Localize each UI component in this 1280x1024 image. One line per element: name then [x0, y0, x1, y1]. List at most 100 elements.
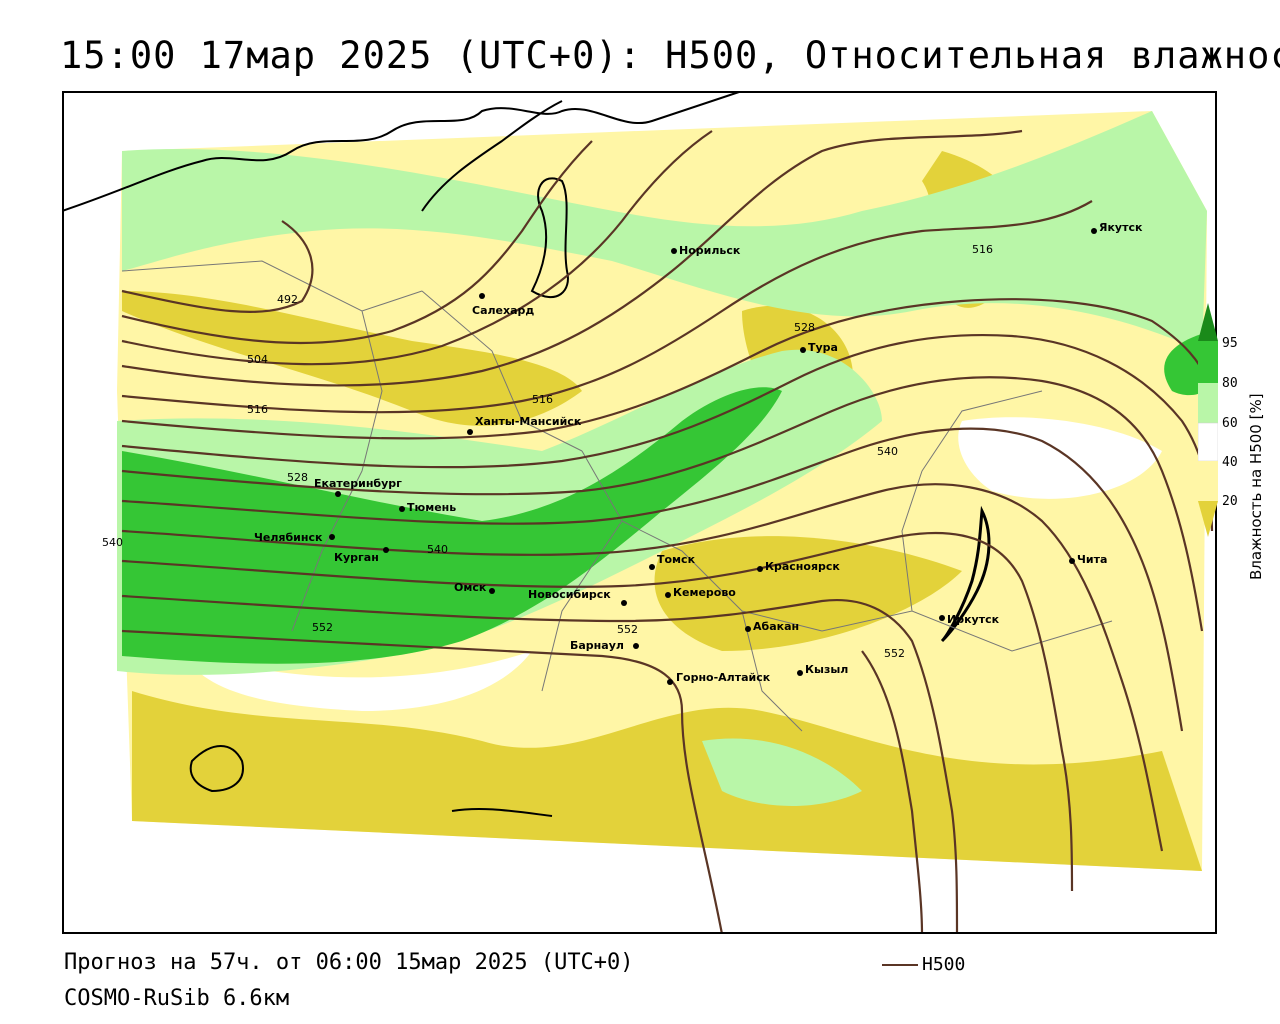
moist-zone-north: [122, 111, 1207, 351]
city-label-salekhard: Салехард: [472, 304, 534, 317]
contour-label: 552: [617, 623, 638, 636]
caspian-like-lake: [189, 745, 244, 793]
isoline-labels: 492 504 516 516 516 528 528 540 540 540 …: [102, 243, 993, 660]
h500-isolines: [121, 129, 1214, 934]
city-dot-kemerovo: [665, 592, 671, 598]
contour-label: 552: [312, 621, 333, 634]
neutral-zone-east: [958, 417, 1162, 499]
city-label-kurgan: Курган: [334, 551, 379, 564]
dry-zone-mid: [654, 536, 962, 651]
colorbar-tick-80: 80: [1222, 376, 1238, 391]
colorbar-tick-60: 60: [1222, 416, 1238, 431]
city-label-novosibirsk: Новосибирск: [528, 588, 611, 601]
city-dot-kyzyl: [797, 670, 803, 676]
city-dot-novosibirsk: [621, 600, 627, 606]
h500-legend-line: [882, 963, 918, 966]
isoline-564: [861, 650, 924, 934]
wet-zone-band: [122, 387, 782, 664]
isoline-522: [121, 298, 1214, 440]
colorbar-60-80: [1198, 383, 1218, 423]
city-label-khanty-mansiysk: Ханты-Мансийск: [475, 415, 582, 428]
city-dot-yakutsk: [1091, 228, 1097, 234]
city-dot-khanty-mansiysk: [467, 429, 473, 435]
novaya-zemlya: [421, 100, 563, 212]
h500-legend: H500: [882, 954, 965, 975]
map-frame: [62, 91, 1217, 934]
colorbar-20-40: [1198, 461, 1218, 501]
coastline: [62, 91, 743, 212]
city-dot-chelyabinsk: [329, 534, 335, 540]
city-label-krasnoyarsk: Красноярск: [765, 560, 840, 573]
city-dot-tyumen: [399, 506, 405, 512]
city-label-kemerovo: Кемерово: [673, 586, 736, 599]
city-label-gorno-altaysk: Горно-Алтайск: [676, 671, 771, 684]
forecast-info: Прогноз на 57ч. от 06:00 15мар 2025 (UTC…: [64, 950, 634, 975]
weather-map: 492 504 516 516 516 528 528 540 540 540 …: [62, 91, 1217, 934]
moist-zone-south: [702, 738, 862, 806]
contour-label: 504: [247, 353, 268, 366]
isoline-546: [121, 483, 1164, 852]
colorbar-top-triangle: [1198, 303, 1218, 341]
neutral-zone: [182, 651, 532, 711]
colorbar-title: Влажность на H500 [%]: [1247, 393, 1265, 580]
city-label-tyumen: Тюмень: [407, 501, 456, 514]
lake-baikal: [940, 505, 991, 643]
contour-label: 516: [247, 403, 268, 416]
colorbar-bottom-triangle: [1198, 501, 1218, 537]
city-label-chelyabinsk: Челябинск: [254, 531, 323, 544]
contour-label: 528: [794, 321, 815, 334]
city-markers: Норильск Якутск Салехард Тура Ханты-Манс…: [254, 221, 1143, 685]
isoline-528: [121, 333, 1214, 532]
isoline-552a: [121, 531, 1074, 892]
map-title: 15:00 17мар 2025 (UTC+0): H500, Относите…: [60, 34, 1280, 77]
isoline-492: [121, 220, 314, 313]
isoline-510: [121, 129, 1023, 387]
city-dot-salekhard: [479, 293, 485, 299]
city-dot-omsk: [489, 588, 495, 594]
contour-label: 552: [884, 647, 905, 660]
city-label-yekaterinburg: Екатеринбург: [314, 477, 402, 490]
city-label-yakutsk: Якутск: [1099, 221, 1143, 234]
contour-label: 540: [102, 536, 123, 549]
isoline-552b: [121, 594, 959, 934]
region-borders: [121, 260, 1113, 732]
city-dot-tura: [800, 347, 806, 353]
colorbar-tick-95: 95: [1222, 336, 1238, 351]
city-dot-gorno-altaysk: [667, 679, 673, 685]
city-label-irkutsk: Иркутск: [947, 613, 1000, 626]
city-dot-norilsk: [671, 248, 677, 254]
city-dot-chita: [1069, 558, 1075, 564]
contour-label: 528: [287, 471, 308, 484]
city-label-tomsk: Томск: [657, 553, 696, 566]
city-dot-kurgan: [383, 547, 389, 553]
city-label-tura: Тура: [808, 341, 838, 354]
humidity-colorbar: [1198, 303, 1218, 537]
contour-label: 540: [877, 445, 898, 458]
lake-balkhash: [451, 807, 553, 817]
city-dot-krasnoyarsk: [757, 566, 763, 572]
h500-legend-label: H500: [922, 954, 966, 975]
colorbar-tick-20: 20: [1222, 494, 1238, 509]
city-label-chita: Чита: [1077, 553, 1107, 566]
isoline-558: [121, 629, 724, 934]
city-dot-tomsk: [649, 564, 655, 570]
isoline-504: [121, 130, 713, 366]
city-label-omsk: Омск: [454, 581, 487, 594]
isoline-534: [121, 376, 1204, 632]
isoline-516: [121, 200, 1093, 414]
dry-zone-north: [122, 291, 582, 426]
city-label-kyzyl: Кызыл: [805, 663, 848, 676]
contour-label: 540: [427, 543, 448, 556]
colorbar-tick-40: 40: [1222, 455, 1238, 470]
city-dot-abakan: [745, 626, 751, 632]
city-label-barnaul: Барнаул: [570, 639, 624, 652]
yamal-peninsula: [530, 177, 569, 298]
contour-label: 516: [532, 393, 553, 406]
isoline-540: [121, 427, 1184, 732]
city-dot-yekaterinburg: [335, 491, 341, 497]
model-name: COSMO-RuSib 6.6км: [64, 986, 290, 1011]
city-dot-barnaul: [633, 643, 639, 649]
contour-label: 516: [972, 243, 993, 256]
city-label-abakan: Абакан: [753, 620, 799, 633]
city-dot-irkutsk: [939, 615, 945, 621]
